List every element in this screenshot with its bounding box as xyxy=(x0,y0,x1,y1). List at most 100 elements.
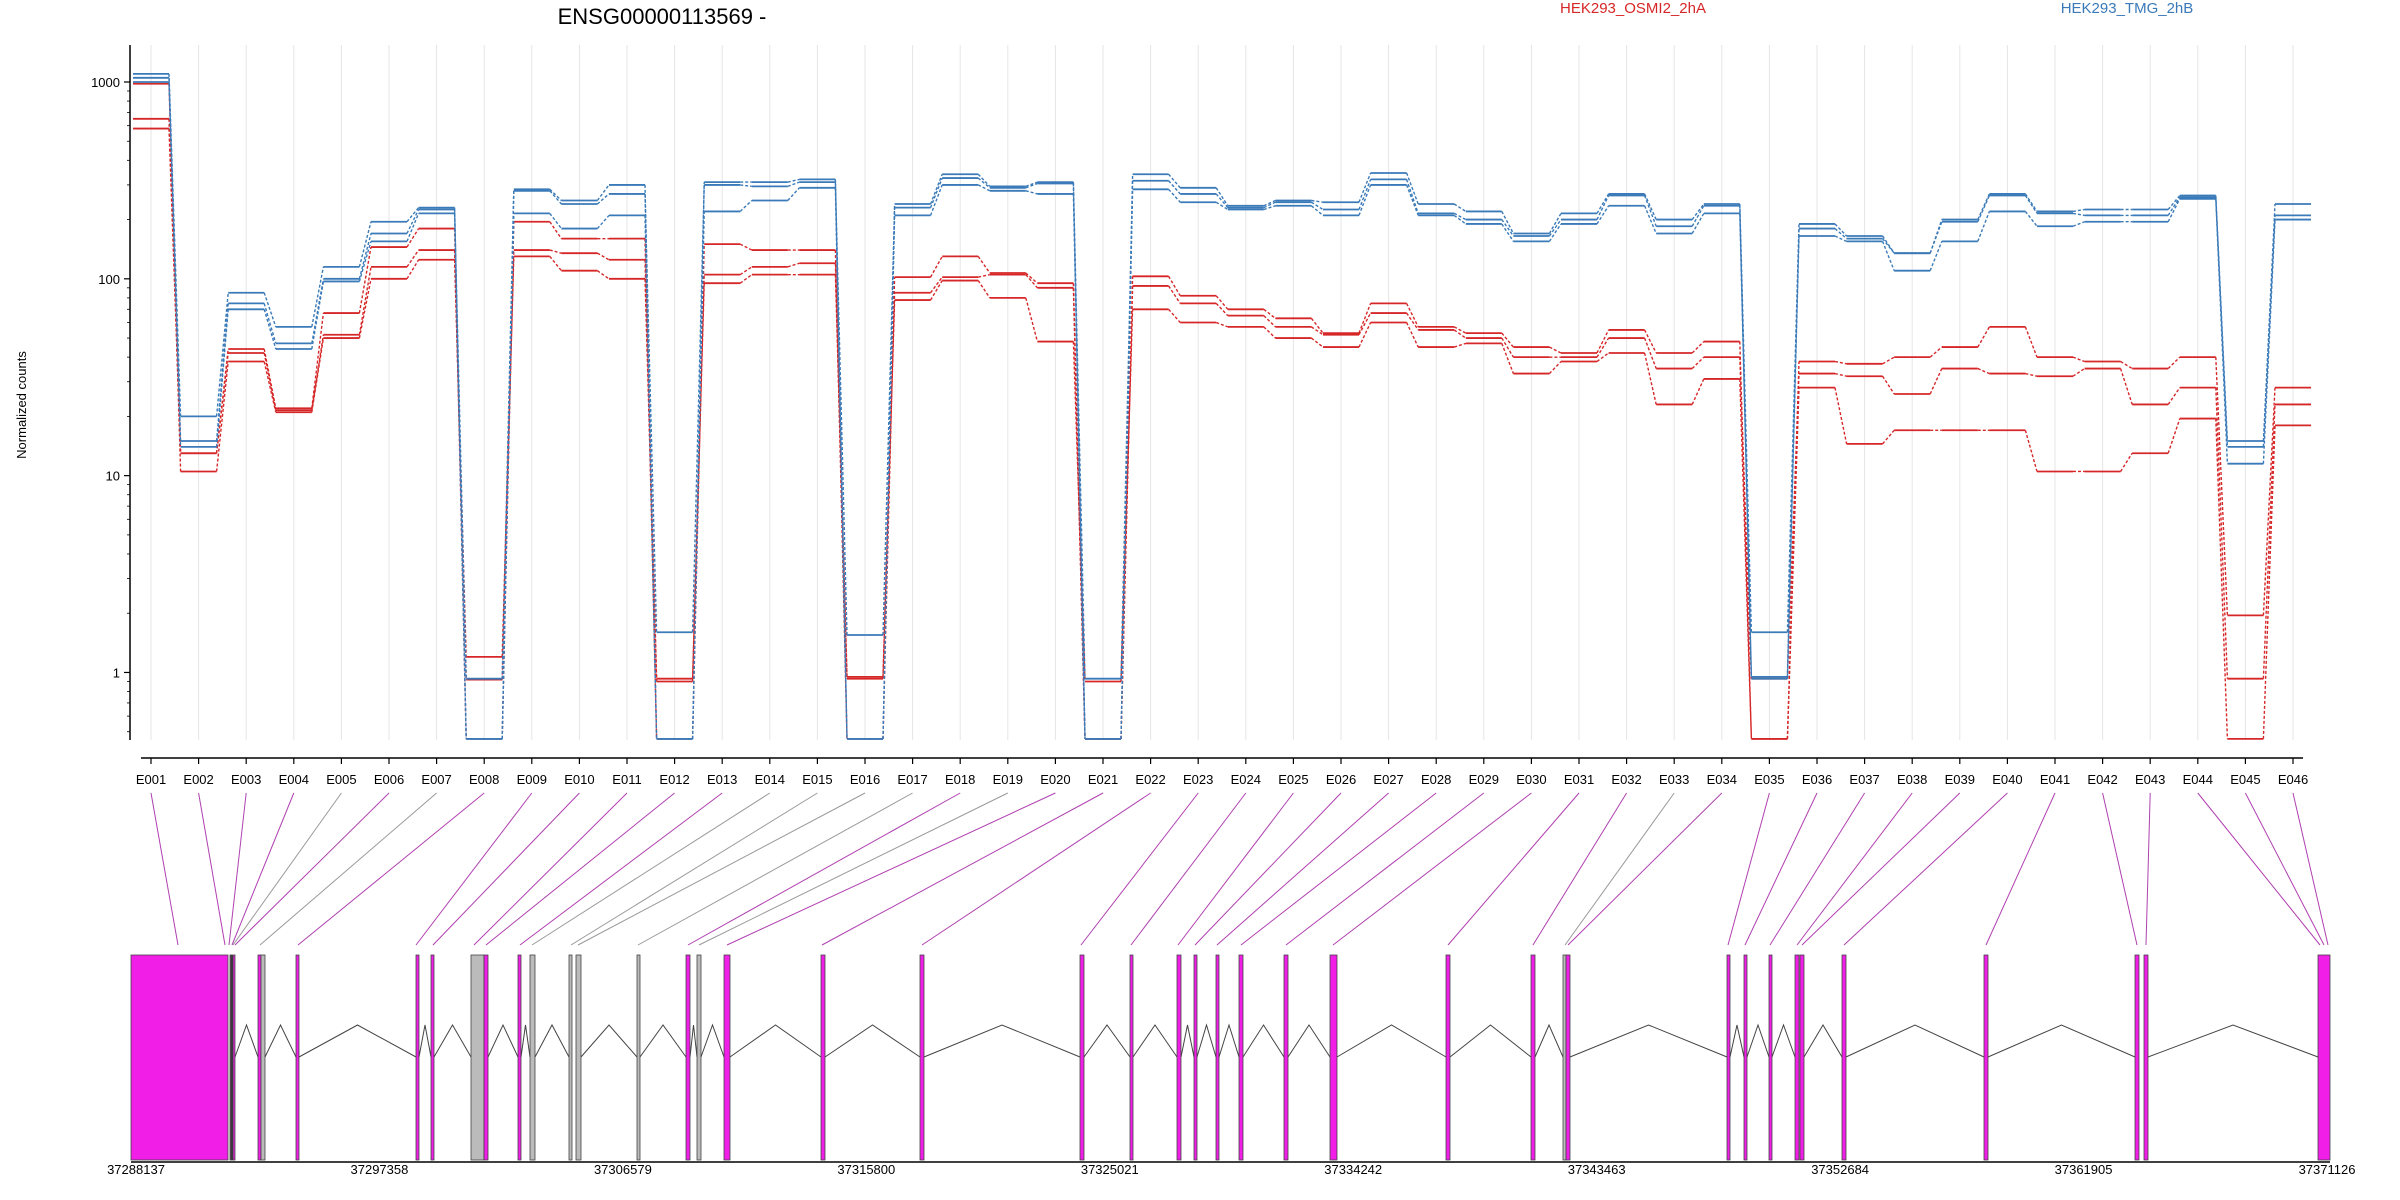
x-tick-label: E039 xyxy=(1945,772,1975,787)
series-connector xyxy=(406,259,420,280)
series-HEK293_TMG_2hB-6 xyxy=(133,72,2311,740)
y-axis-label: Normalized counts xyxy=(14,351,29,459)
series-connector xyxy=(1977,326,1991,348)
series-connector xyxy=(1168,188,1181,203)
gene-axis-tick-label: 37288137 xyxy=(107,1162,165,1177)
series-connector xyxy=(2167,195,2181,210)
series-connector xyxy=(2072,367,2085,377)
intron-line xyxy=(2147,1024,2319,1058)
series-connector xyxy=(1358,322,1372,348)
series-connector xyxy=(549,188,562,202)
series-connector xyxy=(263,361,277,413)
x-tick-label: E009 xyxy=(517,772,547,787)
intron-line xyxy=(1196,1023,1217,1058)
series-connector xyxy=(1548,213,1562,234)
gene-axis-tick-label: 37371126 xyxy=(2299,1162,2356,1177)
intron-line xyxy=(234,1023,259,1058)
series-connector xyxy=(1120,309,1134,682)
x-tick-label: E042 xyxy=(2087,772,2117,787)
x-tick-label: E032 xyxy=(1611,772,1641,787)
exon-connector xyxy=(1843,792,2008,946)
series-connector xyxy=(1929,368,1943,395)
x-tick-label: E001 xyxy=(136,772,166,787)
series-connector xyxy=(453,250,467,680)
series-connector xyxy=(2262,425,2276,739)
series-connector xyxy=(1643,193,1657,220)
exon-block xyxy=(529,954,536,1161)
series-connector xyxy=(1263,315,1276,328)
x-tick-label: E003 xyxy=(231,772,261,787)
series-connector xyxy=(2120,452,2133,472)
series-connector xyxy=(2072,212,2085,217)
exon-connector xyxy=(570,792,818,946)
intron-line xyxy=(264,1023,297,1058)
series-connector xyxy=(929,280,943,301)
exon-block xyxy=(1794,954,1800,1161)
exon-block xyxy=(470,954,485,1161)
intron-line xyxy=(729,1024,822,1058)
series-connector xyxy=(2072,208,2085,213)
series-connector xyxy=(1691,341,1705,354)
x-tick-label: E019 xyxy=(993,772,1023,787)
x-tick-label: E020 xyxy=(1040,772,1070,787)
intron-line xyxy=(1803,1024,1843,1058)
x-tick-label: E018 xyxy=(945,772,975,787)
series-connector xyxy=(644,193,658,633)
series-connector xyxy=(1453,203,1467,213)
x-tick-label: E027 xyxy=(1373,772,1403,787)
exon-block xyxy=(1079,954,1085,1161)
series-connector xyxy=(1168,308,1181,323)
series-connector xyxy=(1453,326,1467,334)
series-connector xyxy=(2024,430,2038,472)
x-tick-label: E008 xyxy=(469,772,499,787)
series-connector xyxy=(1929,219,1943,254)
series-connector xyxy=(1453,212,1467,221)
exon-block xyxy=(636,954,641,1161)
intron-line xyxy=(1729,1024,1745,1058)
series-connector xyxy=(1834,228,1848,240)
series-connector xyxy=(1596,337,1610,358)
exon-connector xyxy=(1240,792,1437,946)
series-connector xyxy=(1643,337,1657,369)
series-connector xyxy=(1643,205,1657,234)
series-connector xyxy=(358,266,372,335)
exon-connector xyxy=(1564,792,1675,946)
exon-connector xyxy=(577,792,866,946)
series-connector xyxy=(1405,179,1419,214)
series-connector xyxy=(1596,352,1610,363)
series-connector xyxy=(929,184,943,216)
series-connector xyxy=(1310,317,1324,334)
series-connector xyxy=(549,255,562,272)
series-connector xyxy=(263,348,277,409)
gene-axis-tick-label: 37343463 xyxy=(1568,1162,1626,1177)
series-connector xyxy=(1548,223,1562,242)
series-connector xyxy=(1501,337,1514,358)
exon-block xyxy=(1768,954,1773,1161)
series-connector xyxy=(1215,193,1229,209)
series-connector xyxy=(406,209,420,234)
series-connector xyxy=(1548,219,1562,237)
intron-line xyxy=(580,1024,638,1058)
series-connector xyxy=(1168,180,1181,195)
exon-connector xyxy=(1194,792,1342,946)
series-connector xyxy=(882,203,896,739)
x-axis: E001 E002 E003 E004 E005 E006 E007 E008 E009 E010… xyxy=(136,757,2308,787)
series-connector xyxy=(1596,205,1610,225)
series-connector xyxy=(597,252,610,261)
series-connector xyxy=(1929,346,1943,358)
series-connector xyxy=(1311,199,1324,203)
series-connector xyxy=(2215,418,2229,739)
series-connector xyxy=(1596,329,1610,354)
exon-connector xyxy=(2102,792,2138,946)
series-connector xyxy=(1739,203,1753,633)
series-connector xyxy=(787,181,800,188)
x-tick-label: E006 xyxy=(374,772,404,787)
series-connector xyxy=(453,209,467,679)
series-connector xyxy=(977,177,991,189)
x-tick-label: E028 xyxy=(1421,772,1451,787)
series-connector xyxy=(311,278,325,344)
series-connector xyxy=(834,182,848,636)
series-connector xyxy=(691,184,705,633)
exon-block xyxy=(1530,954,1536,1161)
exon-block xyxy=(919,954,925,1161)
